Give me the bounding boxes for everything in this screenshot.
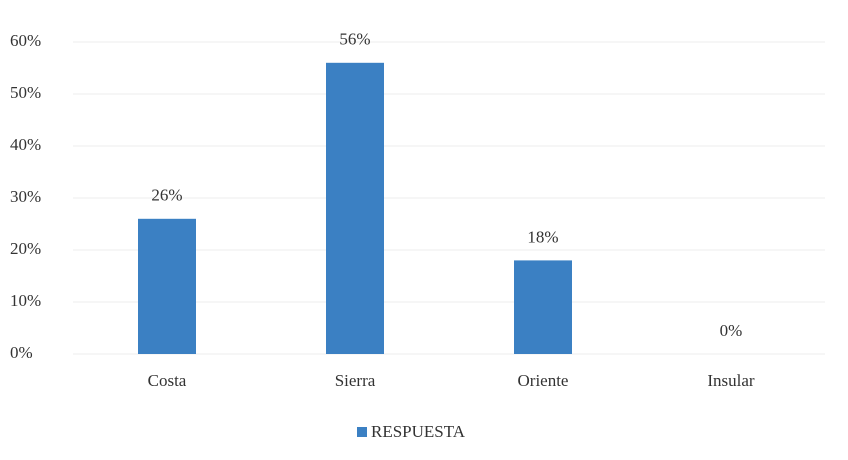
x-tick-label: Oriente bbox=[518, 371, 569, 390]
data-label: 0% bbox=[720, 321, 743, 340]
bar bbox=[326, 62, 384, 355]
x-tick-label: Insular bbox=[707, 371, 755, 390]
legend-swatch bbox=[357, 427, 367, 437]
y-tick-label: 10% bbox=[10, 291, 41, 310]
bar bbox=[514, 260, 572, 354]
bar bbox=[138, 218, 196, 354]
y-tick-label: 40% bbox=[10, 135, 41, 154]
data-label: 56% bbox=[339, 30, 370, 49]
y-tick-label: 20% bbox=[10, 239, 41, 258]
legend-label: RESPUESTA bbox=[371, 422, 466, 441]
data-label: 18% bbox=[527, 227, 558, 246]
x-tick-label: Costa bbox=[148, 371, 187, 390]
x-tick-label: Sierra bbox=[335, 371, 376, 390]
data-label: 26% bbox=[151, 186, 182, 205]
y-tick-label: 30% bbox=[10, 187, 41, 206]
y-tick-label: 50% bbox=[10, 83, 41, 102]
y-tick-label: 0% bbox=[10, 343, 33, 362]
y-tick-label: 60% bbox=[10, 31, 41, 50]
